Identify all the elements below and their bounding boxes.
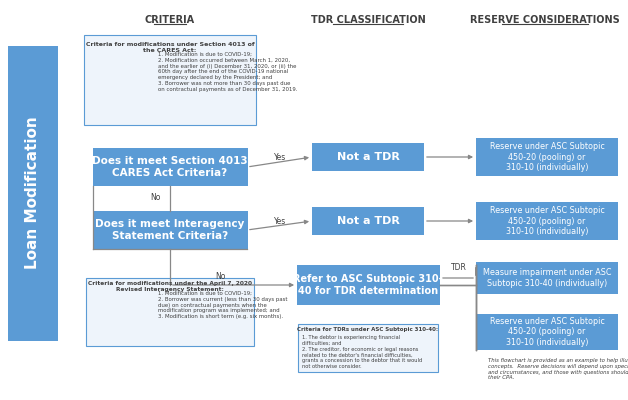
Text: 1. The debtor is experiencing financial
difficulties; and
2. The creditor, for e: 1. The debtor is experiencing financial …	[302, 335, 422, 369]
Text: No: No	[215, 272, 225, 281]
FancyBboxPatch shape	[296, 265, 440, 305]
FancyBboxPatch shape	[476, 202, 618, 240]
FancyBboxPatch shape	[92, 148, 247, 186]
FancyBboxPatch shape	[298, 324, 438, 372]
Text: This flowchart is provided as an example to help illustrate key
concepts.  Reser: This flowchart is provided as an example…	[488, 358, 628, 380]
Text: RESERVE CONSIDERATIONS: RESERVE CONSIDERATIONS	[470, 15, 620, 25]
Text: Does it meet Section 4013
CARES Act Criteria?: Does it meet Section 4013 CARES Act Crit…	[92, 156, 248, 178]
Text: Loan Modification: Loan Modification	[26, 117, 40, 269]
Text: Criteria for modifications under the April 7, 2020
Revised Interagency Statement: Criteria for modifications under the Apr…	[88, 281, 252, 292]
Text: Criteria for modifications under Section 4013 of
the CARES Act:: Criteria for modifications under Section…	[85, 42, 254, 53]
FancyBboxPatch shape	[312, 143, 424, 171]
FancyBboxPatch shape	[84, 35, 256, 125]
Text: Reserve under ASC Subtopic
450-20 (pooling) or
310-10 (individually): Reserve under ASC Subtopic 450-20 (pooli…	[490, 317, 604, 347]
Text: Not a TDR: Not a TDR	[337, 152, 399, 162]
Text: Reserve under ASC Subtopic
450-20 (pooling) or
310-10 (individually): Reserve under ASC Subtopic 450-20 (pooli…	[490, 206, 604, 236]
FancyBboxPatch shape	[476, 262, 618, 294]
Text: TDR: TDR	[451, 263, 467, 272]
Text: 1. Modification is due to COVID-19;
2. Modification occurred between March 1, 20: 1. Modification is due to COVID-19; 2. M…	[158, 52, 298, 92]
Text: Criteria for TDRs under ASC Subtopic 310-40:: Criteria for TDRs under ASC Subtopic 310…	[298, 327, 438, 332]
FancyBboxPatch shape	[8, 46, 58, 340]
Text: No: No	[150, 194, 160, 202]
Text: Yes: Yes	[274, 217, 286, 226]
FancyBboxPatch shape	[92, 211, 247, 249]
Text: CRITERIA: CRITERIA	[145, 15, 195, 25]
FancyBboxPatch shape	[86, 278, 254, 346]
Text: Not a TDR: Not a TDR	[337, 216, 399, 226]
Text: 1. Modification is due to COVID-19;
2. Borrower was current (less than 30 days p: 1. Modification is due to COVID-19; 2. B…	[158, 291, 288, 319]
Text: Refer to ASC Subtopic 310-
40 for TDR determination: Refer to ASC Subtopic 310- 40 for TDR de…	[293, 274, 443, 296]
Text: Yes: Yes	[274, 153, 286, 162]
FancyBboxPatch shape	[476, 314, 618, 350]
Text: Measure impairment under ASC
Subtopic 310-40 (individually): Measure impairment under ASC Subtopic 31…	[483, 268, 611, 288]
FancyBboxPatch shape	[476, 138, 618, 176]
Text: TDR CLASSIFICATION: TDR CLASSIFICATION	[311, 15, 425, 25]
Text: Reserve under ASC Subtopic
450-20 (pooling) or
310-10 (individually): Reserve under ASC Subtopic 450-20 (pooli…	[490, 142, 604, 172]
Text: Does it meet Interagency
Statement Criteria?: Does it meet Interagency Statement Crite…	[95, 219, 245, 241]
FancyBboxPatch shape	[312, 207, 424, 235]
